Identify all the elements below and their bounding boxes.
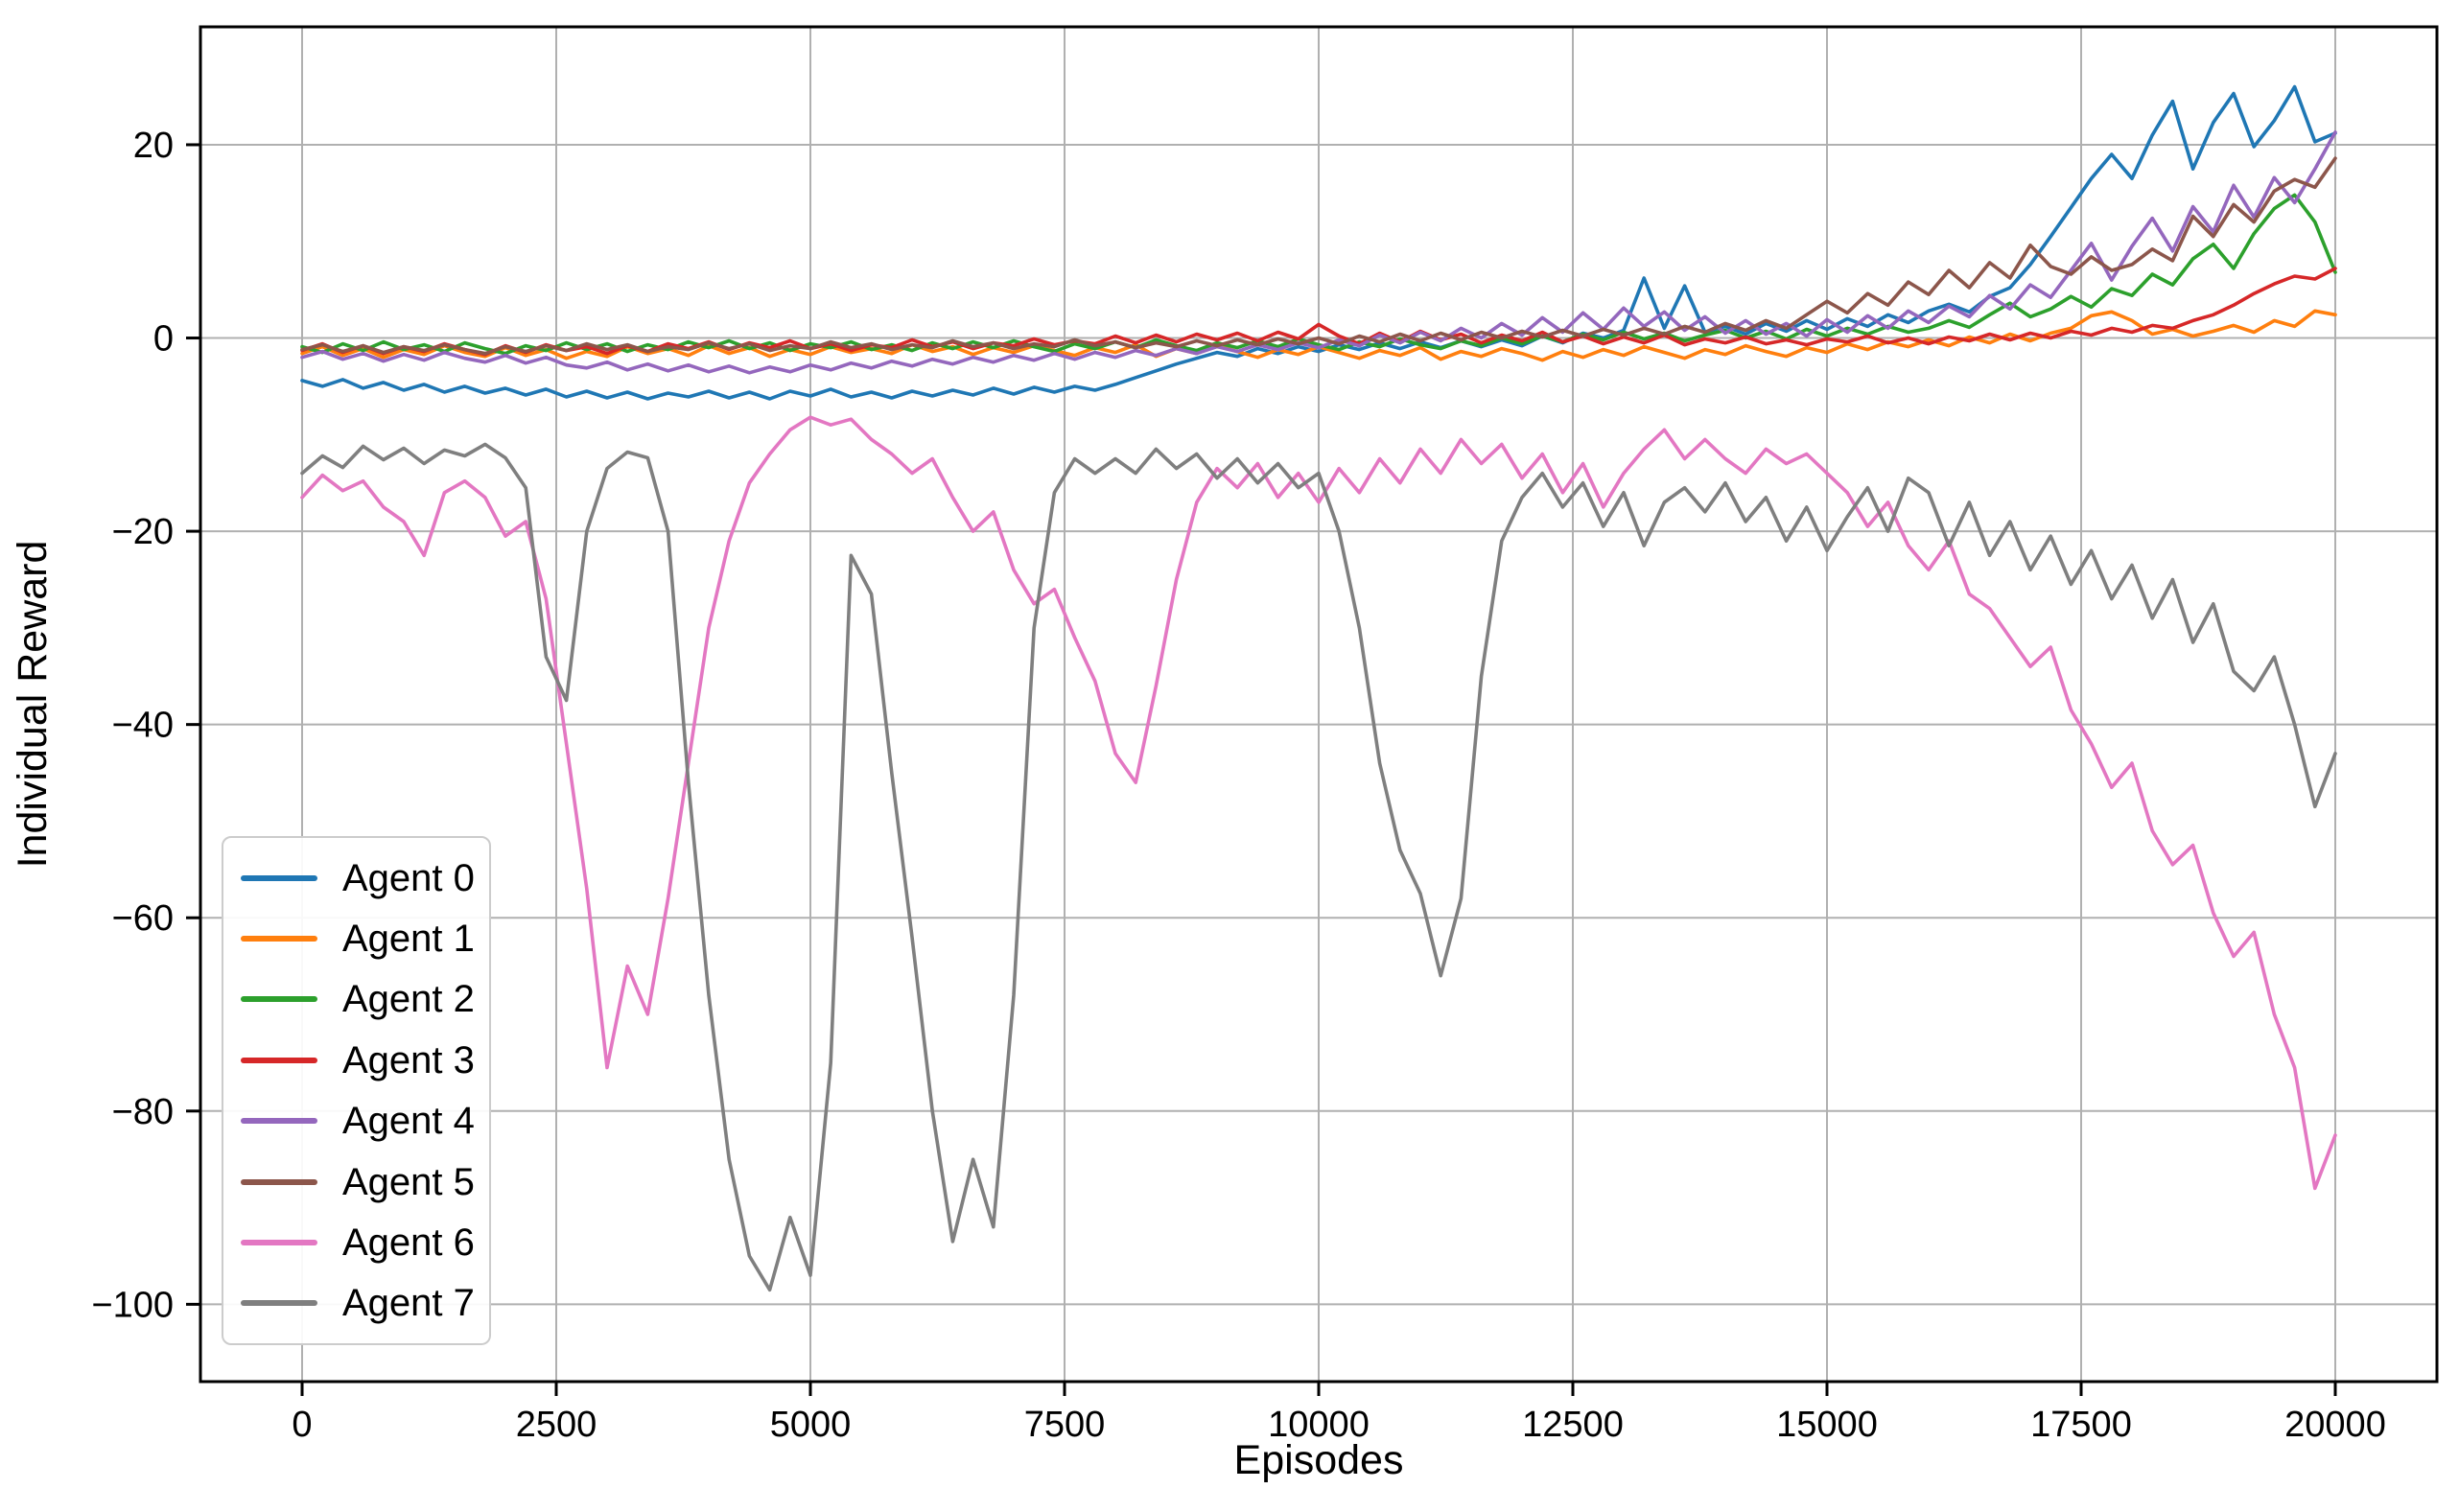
series-lines — [300, 84, 2337, 1292]
series-line-agent-7 — [300, 442, 2337, 1292]
tick-labels: 0 2500 5000 7500 10000 12500 15000 17500 20000 20… — [91, 126, 2385, 1445]
series-line-agent-2 — [300, 193, 2337, 356]
legend-label: Agent 6 — [342, 1221, 475, 1264]
legend-label: Agent 1 — [342, 918, 475, 961]
x-tick-label: 17500 — [2030, 1405, 2132, 1445]
legend-line-swatch-agent-1 — [241, 936, 317, 942]
legend-item-agent-1: Agent 1 — [241, 919, 489, 958]
series-line-agent-0 — [300, 84, 2337, 401]
legend-label: Agent 2 — [342, 978, 475, 1021]
x-tick-label: 0 — [292, 1405, 312, 1445]
y-tick-label: −40 — [112, 706, 174, 746]
legend-item-agent-0: Agent 0 — [241, 859, 489, 897]
legend-line-swatch-agent-5 — [241, 1178, 317, 1185]
legend-label: Agent 4 — [342, 1100, 475, 1143]
legend-item-agent-7: Agent 7 — [241, 1284, 489, 1322]
x-tick-label: 7500 — [1024, 1405, 1106, 1445]
x-tick-label: 15000 — [1776, 1405, 1878, 1445]
legend-line-swatch-agent-6 — [241, 1239, 317, 1245]
y-axis-label: Individual Reward — [10, 541, 56, 869]
ticks — [186, 143, 2337, 1396]
legend: Agent 0 Agent 1 Agent 2 Agent 3 Agent 4 Agent… — [222, 836, 491, 1345]
x-tick-label: 12500 — [1522, 1405, 1624, 1445]
y-tick-label: 0 — [153, 319, 174, 360]
legend-label: Agent 3 — [342, 1038, 475, 1082]
legend-line-swatch-agent-4 — [241, 1118, 317, 1125]
y-tick-label: 20 — [133, 126, 174, 166]
legend-label: Agent 5 — [342, 1160, 475, 1203]
legend-label: Agent 7 — [342, 1282, 475, 1325]
legend-line-swatch-agent-2 — [241, 996, 317, 1003]
x-tick-label: 2500 — [516, 1405, 597, 1445]
y-tick-label: −80 — [112, 1092, 174, 1132]
series-line-agent-5 — [300, 156, 2337, 356]
series-line-agent-4 — [300, 130, 2337, 375]
y-tick-label: −60 — [112, 898, 174, 939]
legend-line-swatch-agent-7 — [241, 1300, 317, 1307]
x-tick-label: 10000 — [1268, 1405, 1370, 1445]
legend-line-swatch-agent-3 — [241, 1057, 317, 1063]
legend-item-agent-2: Agent 2 — [241, 980, 489, 1018]
legend-item-agent-6: Agent 6 — [241, 1223, 489, 1262]
legend-line-swatch-agent-0 — [241, 874, 317, 881]
y-tick-label: −20 — [112, 512, 174, 552]
series-line-agent-6 — [300, 415, 2337, 1191]
x-axis-label: Episodes — [1234, 1437, 1404, 1483]
grid — [200, 27, 2437, 1382]
x-tick-label: 20000 — [2284, 1405, 2386, 1445]
legend-item-agent-3: Agent 3 — [241, 1041, 489, 1080]
x-tick-label: 5000 — [770, 1405, 852, 1445]
legend-item-agent-4: Agent 4 — [241, 1102, 489, 1140]
legend-item-agent-5: Agent 5 — [241, 1163, 489, 1201]
y-tick-label: −100 — [91, 1285, 174, 1325]
legend-label: Agent 0 — [342, 856, 475, 899]
